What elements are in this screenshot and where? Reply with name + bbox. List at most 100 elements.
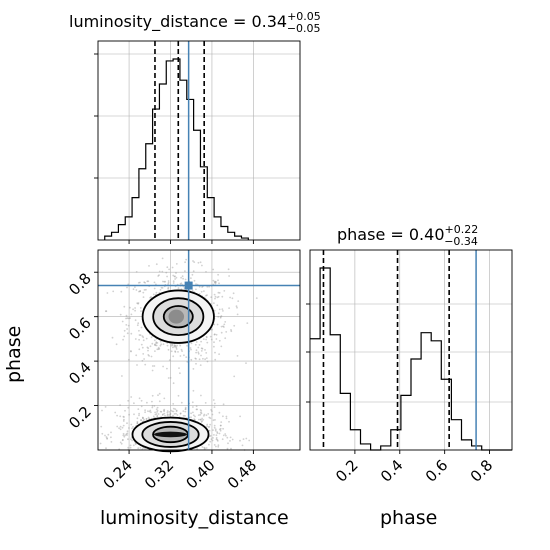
scatter-point [214,281,217,284]
title-value: 0.40 [408,225,445,244]
scatter-point [175,263,178,265]
scatter-point [139,290,142,293]
scatter-point [126,328,128,330]
scatter-point [158,392,161,395]
scatter-point [182,414,185,417]
scatter-point [110,436,112,439]
x-tick-label-phase: 0.6 [422,456,452,486]
scatter-point [132,444,135,447]
scatter-point [222,325,225,328]
scatter-point [179,355,182,357]
scatter-point [126,332,129,335]
scatter-point [190,342,193,345]
scatter-point [241,444,244,447]
scatter-point [158,270,161,273]
scatter-point [165,271,168,274]
scatter-point [171,343,173,345]
scatter-point [166,275,169,278]
scatter-point [245,437,248,440]
scatter-point [190,358,193,361]
scatter-point [255,297,258,299]
scatter-point [212,429,214,431]
scatter-point [125,317,127,320]
scatter-point [139,290,142,292]
scatter-point [217,279,219,282]
scatter-point [180,282,183,285]
scatter-point [207,413,210,415]
scatter-point [156,342,159,344]
scatter-point [183,354,185,357]
title-equals: = [232,12,247,31]
scatter-point [210,409,213,411]
scatter-point [149,345,152,348]
scatter-point [213,341,215,344]
scatter-point [211,413,214,416]
scatter-point [129,446,132,449]
scatter-point [166,410,169,412]
scatter-point [179,344,182,347]
scatter-point [214,282,217,285]
scatter-point [210,438,213,441]
scatter-point [125,433,128,436]
scatter-point [230,329,232,331]
title-param: phase [337,225,386,244]
scatter-point [154,350,156,352]
scatter-point [142,291,145,294]
scatter-point [248,439,251,442]
scatter-point [200,412,203,415]
scatter-point [217,312,220,315]
scatter-point [207,426,210,428]
scatter-point [199,413,202,416]
scatter-point [209,434,212,437]
scatter-point [202,338,205,340]
scatter-point [146,280,149,283]
scatter-point [154,344,157,347]
scatter-point [198,344,201,346]
scatter-point [195,288,197,291]
scatter-point [154,413,157,416]
scatter-point [197,261,200,264]
scatter-point [184,406,187,409]
scatter-point [119,313,122,316]
scatter-point [156,348,159,351]
scatter-point [174,351,177,353]
scatter-point [122,439,124,441]
scatter-point [184,408,187,410]
scatter-point [176,344,179,347]
scatter-point [141,346,144,349]
scatter-point [127,446,130,449]
scatter-point [215,437,218,439]
scatter-point [128,413,131,416]
scatter-point [197,414,200,416]
scatter-point [137,322,140,325]
scatter-point [214,358,217,361]
scatter-point [129,317,131,319]
scatter-point [236,355,239,357]
scatter-point [163,397,166,400]
scatter-point [170,409,173,412]
scatter-point [126,434,128,436]
scatter-point [173,275,176,278]
scatter-point [166,414,169,417]
scatter-point [127,399,130,402]
scatter-point [209,423,212,426]
scatter-point [205,294,207,297]
scatter-point [220,421,223,423]
scatter-point [219,424,222,427]
scatter-point [227,268,230,271]
scatter-point [184,408,187,411]
scatter-point [177,351,179,353]
scatter-point [166,413,169,416]
scatter-point [224,321,227,323]
scatter-point [212,419,215,422]
scatter-point [172,414,174,417]
scatter-point [166,344,169,347]
scatter-point [156,415,159,417]
scatter-point [130,350,132,353]
scatter-point [213,424,216,427]
scatter-point [235,305,238,308]
scatter-point [226,436,229,439]
scatter-point [169,413,172,416]
scatter-point [232,292,235,295]
scatter-point [201,446,204,448]
